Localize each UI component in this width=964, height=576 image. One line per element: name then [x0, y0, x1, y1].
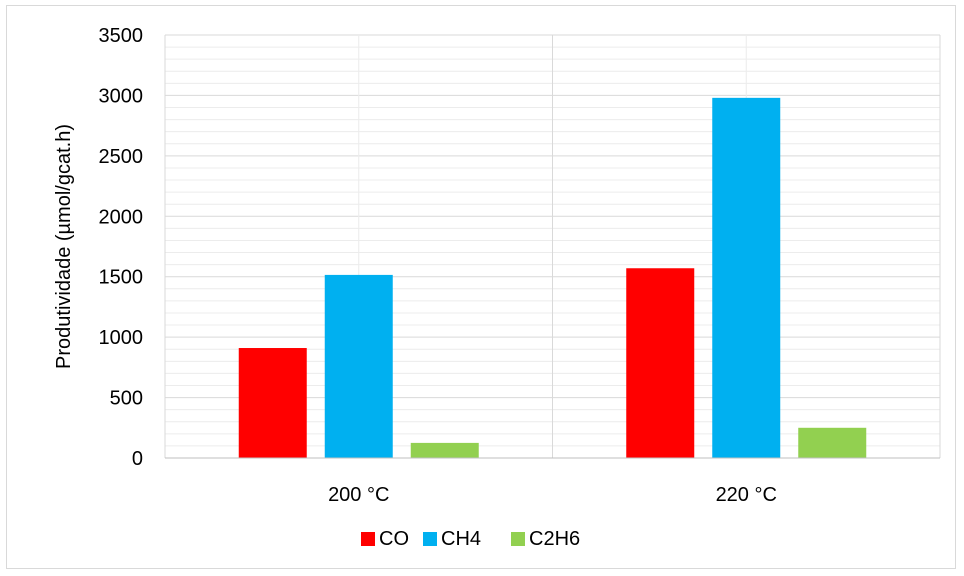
legend-label-co: CO: [379, 528, 409, 550]
legend-label-c2h6: C2H6: [529, 528, 580, 550]
legend-swatch-co: [361, 532, 375, 546]
y-tick-label: 1000: [99, 327, 144, 349]
legend-swatch-c2h6: [511, 532, 525, 546]
x-axis-categories: 200 °C 220 °C: [328, 484, 777, 506]
bar-co-1: [238, 348, 307, 458]
x-category-label: 200 °C: [328, 484, 389, 506]
bar-c2h6-2: [798, 427, 867, 458]
y-tick-label: 3000: [99, 85, 144, 107]
y-tick-label: 0: [132, 448, 143, 470]
y-tick-label: 1500: [99, 267, 144, 289]
y-tick-label: 2500: [99, 146, 144, 168]
y-axis-ticks: 0 500 1000 1500 2000 2500 3000 3500: [99, 25, 144, 470]
bar-ch4-1: [324, 274, 393, 458]
bar-c2h6-1: [410, 442, 479, 458]
legend-label-ch4: CH4: [441, 528, 481, 550]
y-axis-label: Produtividade (µmol/gcat.h): [53, 124, 75, 369]
y-tick-label: 3500: [99, 25, 144, 47]
bar-ch4-2: [712, 97, 781, 459]
bars: [238, 97, 867, 459]
legend-swatch-ch4: [423, 532, 437, 546]
y-tick-label: 500: [110, 388, 143, 410]
bar-co-2: [626, 268, 695, 458]
y-tick-label: 2000: [99, 206, 144, 228]
x-category-label: 220 °C: [716, 484, 777, 506]
chart-frame: [6, 5, 956, 569]
legend: CO CH4 C2H6: [361, 528, 580, 550]
